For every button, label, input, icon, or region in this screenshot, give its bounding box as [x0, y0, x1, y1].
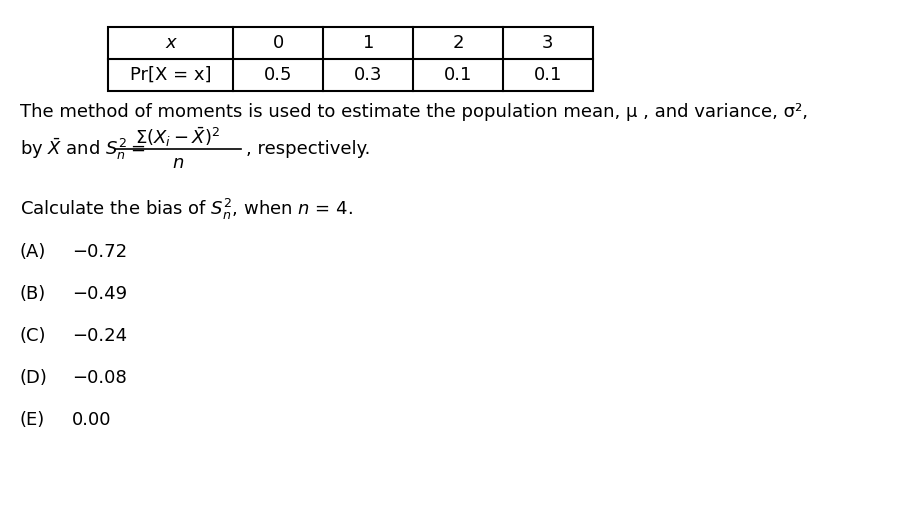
- Text: −0.72: −0.72: [72, 243, 127, 261]
- Text: −0.49: −0.49: [72, 285, 127, 303]
- Text: (E): (E): [20, 411, 45, 429]
- Text: $\Sigma(X_i - \bar{X})^2$: $\Sigma(X_i - \bar{X})^2$: [135, 125, 220, 149]
- Text: (B): (B): [20, 285, 46, 303]
- Text: The method of moments is used to estimate the population mean, μ , and variance,: The method of moments is used to estimat…: [20, 103, 808, 121]
- Text: Calculate the bias of $S_n^2$, when $n$ = 4.: Calculate the bias of $S_n^2$, when $n$ …: [20, 196, 353, 222]
- Text: 0.00: 0.00: [72, 411, 111, 429]
- Text: Pr[X = x]: Pr[X = x]: [129, 66, 211, 84]
- Text: , respectively.: , respectively.: [246, 140, 371, 158]
- Text: −0.08: −0.08: [72, 369, 127, 387]
- Text: (C): (C): [20, 327, 46, 345]
- Text: 0.1: 0.1: [533, 66, 562, 84]
- Text: −0.24: −0.24: [72, 327, 127, 345]
- Text: (A): (A): [20, 243, 46, 261]
- Text: 0.1: 0.1: [443, 66, 472, 84]
- Text: 1: 1: [363, 34, 374, 52]
- Bar: [107, 27, 593, 91]
- Text: (D): (D): [20, 369, 48, 387]
- Text: 0: 0: [273, 34, 284, 52]
- Text: by $\bar{X}$ and $S_n^2 =$: by $\bar{X}$ and $S_n^2 =$: [20, 136, 145, 162]
- Text: x: x: [165, 34, 176, 52]
- Text: 0.3: 0.3: [354, 66, 383, 84]
- Text: $n$: $n$: [172, 154, 184, 172]
- Text: 0.5: 0.5: [264, 66, 293, 84]
- Text: 3: 3: [542, 34, 554, 52]
- Text: 2: 2: [453, 34, 464, 52]
